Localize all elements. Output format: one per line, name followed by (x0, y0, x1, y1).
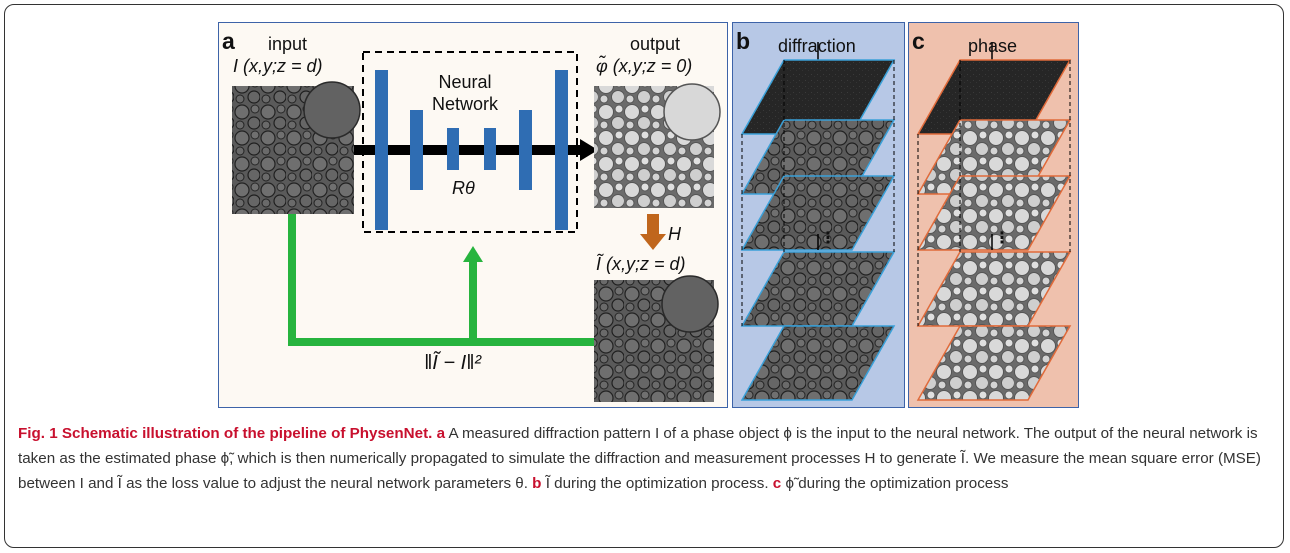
diffraction-stack (740, 42, 896, 401)
output-expression: φ̃ (x,y;z = 0) (596, 56, 693, 76)
diffraction-title: diffraction (778, 36, 856, 56)
reconstructed-image (594, 275, 719, 402)
phase-plane (916, 325, 1072, 401)
loss-expression: ‖Ĩ − I‖² (424, 352, 482, 374)
caption-c-text: ϕ̃ during the optimization process (785, 475, 1009, 492)
panel-c-letter: c (912, 28, 925, 54)
network-label-line1: Neural (438, 72, 492, 92)
network-bar (447, 128, 459, 170)
h-arrow (640, 214, 666, 250)
caption-title: Fig. 1 Schematic illustration of the pip… (18, 425, 433, 442)
phase-stack (916, 42, 1072, 401)
reconstruction-expression: Ĩ (x,y;z = d) (596, 254, 686, 274)
network-bar (555, 70, 568, 230)
input-image (232, 81, 361, 214)
panel-a-letter: a (222, 28, 235, 54)
network-bar (484, 128, 496, 170)
input-label: input (268, 34, 308, 54)
caption-a-letter: a (436, 425, 446, 442)
phase-title: phase (968, 36, 1018, 56)
network-bars (375, 70, 568, 230)
caption-c-letter: c (772, 475, 782, 492)
r-theta-label: Rθ (452, 178, 475, 198)
diffraction-plane (740, 325, 896, 401)
network-bar (375, 70, 388, 230)
diffraction-ellipsis: ⋮ (820, 230, 836, 247)
caption-b-letter: b (532, 475, 542, 492)
network-label-line2: Network (431, 94, 498, 114)
diffraction-plane (740, 251, 896, 327)
h-label: H (668, 224, 681, 244)
network-box (362, 51, 578, 233)
output-image (594, 83, 721, 208)
caption-a-text: A measured diffraction pattern I of a ph… (18, 425, 1261, 492)
phase-ellipsis: ⋮ (994, 230, 1010, 247)
forward-arrow-head (580, 139, 598, 161)
panel-b-letter: b (736, 28, 751, 54)
output-label: output (630, 34, 681, 54)
feedback-loop (288, 214, 594, 346)
figure-caption: Fig. 1 Schematic illustration of the pip… (18, 421, 1276, 496)
network-bar (410, 110, 423, 190)
network-bar (519, 110, 532, 190)
input-expression: I (x,y;z = d) (233, 56, 323, 76)
phase-plane (916, 251, 1072, 327)
caption-b-text: Ĩ during the optimization process. (545, 475, 769, 492)
